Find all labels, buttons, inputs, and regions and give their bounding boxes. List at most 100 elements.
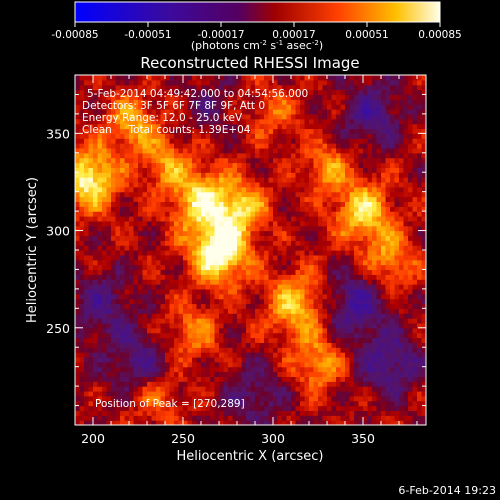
heatmap-cell [403, 133, 409, 139]
heatmap-cell [322, 138, 328, 144]
heatmap-cell [390, 206, 396, 212]
heatmap-cell [367, 390, 373, 397]
heatmap-cell [403, 279, 409, 285]
heatmap-cell [300, 293, 306, 300]
heatmap-cell [313, 201, 319, 207]
heatmap-cell [385, 308, 391, 314]
heatmap-cell [394, 293, 400, 300]
heatmap-cell [88, 279, 94, 285]
heatmap-cell [120, 191, 126, 198]
heatmap-cell [246, 250, 252, 256]
heatmap-cell [349, 245, 355, 251]
heatmap-cell [295, 206, 301, 212]
heatmap-cell [142, 177, 148, 183]
heatmap-cell [390, 274, 396, 280]
heatmap-cell [210, 318, 216, 324]
heatmap-cell [129, 347, 135, 353]
heatmap-cell [394, 157, 400, 164]
heatmap-cell [390, 245, 396, 251]
heatmap-cell [403, 284, 409, 290]
heatmap-cell [210, 147, 216, 154]
heatmap-cell [115, 206, 121, 212]
heatmap-cell [241, 284, 247, 290]
heatmap-cell [264, 225, 270, 232]
heatmap-cell [156, 162, 162, 168]
heatmap-cell [372, 274, 378, 280]
heatmap-cell [84, 352, 90, 358]
heatmap-cell [210, 313, 216, 319]
heatmap-cell [160, 118, 166, 125]
heatmap-cell [228, 356, 234, 363]
heatmap-cell [205, 293, 211, 300]
heatmap-cell [336, 240, 342, 246]
heatmap-cell [106, 284, 112, 290]
heatmap-cell [151, 308, 157, 314]
heatmap-cell [394, 220, 400, 227]
heatmap-cell [313, 254, 319, 261]
heatmap-cell [286, 181, 292, 188]
heatmap-cell [390, 395, 396, 402]
heatmap-cell [367, 420, 373, 425]
heatmap-cell [277, 415, 283, 421]
heatmap-cell [318, 274, 324, 280]
heatmap-cell [192, 288, 198, 295]
heatmap-cell [178, 303, 184, 309]
heatmap-cell [327, 390, 333, 397]
heatmap-cell [138, 235, 144, 241]
heatmap-cell [282, 390, 288, 397]
heatmap-cell [376, 172, 382, 178]
heatmap-cell [291, 167, 297, 173]
heatmap-cell [124, 225, 130, 232]
heatmap-cell [106, 405, 112, 412]
heatmap-cell [187, 410, 193, 416]
heatmap-cell [376, 279, 382, 285]
heatmap-cell [93, 400, 99, 407]
heatmap-cell [381, 225, 387, 232]
heatmap-cell [327, 235, 333, 241]
heatmap-cell [237, 269, 243, 275]
heatmap-cell [340, 308, 346, 314]
heatmap-cell [372, 410, 378, 416]
heatmap-cell [228, 225, 234, 232]
heatmap-cell [219, 376, 225, 382]
heatmap-cell [156, 390, 162, 397]
heatmap-cell [376, 293, 382, 300]
heatmap-cell [160, 386, 166, 392]
heatmap-cell [354, 347, 360, 353]
heatmap-cell [201, 322, 207, 329]
heatmap-cell [196, 113, 202, 120]
heatmap-cell [138, 308, 144, 314]
heatmap-cell [264, 230, 270, 237]
heatmap-cell [300, 206, 306, 212]
heatmap-cell [412, 274, 418, 280]
heatmap-cell [394, 186, 400, 193]
heatmap-cell [120, 196, 126, 202]
heatmap-cell [120, 230, 126, 237]
heatmap-cell [156, 308, 162, 314]
heatmap-cell [196, 196, 202, 202]
heatmap-cell [300, 361, 306, 368]
heatmap-cell [277, 420, 283, 425]
heatmap-cell [268, 162, 274, 168]
heatmap-cell [246, 332, 252, 339]
heatmap-cell [102, 230, 108, 237]
heatmap-cell [133, 308, 139, 314]
heatmap-cell [129, 128, 135, 134]
heatmap-cell [331, 157, 337, 164]
heatmap-cell [237, 254, 243, 261]
heatmap-cell [142, 415, 148, 421]
heatmap-cell [340, 177, 346, 183]
heatmap-cell [79, 133, 85, 139]
heatmap-cell [232, 235, 238, 241]
heatmap-cell [403, 366, 409, 373]
heatmap-cell [196, 133, 202, 139]
heatmap-cell [286, 269, 292, 275]
heatmap-cell [201, 390, 207, 397]
heatmap-cell [196, 128, 202, 134]
heatmap-cell [277, 274, 283, 280]
heatmap-cell [133, 186, 139, 193]
heatmap-cell [205, 143, 211, 149]
heatmap-cell [214, 318, 220, 324]
heatmap-cell [372, 366, 378, 373]
heatmap-cell [84, 259, 90, 266]
